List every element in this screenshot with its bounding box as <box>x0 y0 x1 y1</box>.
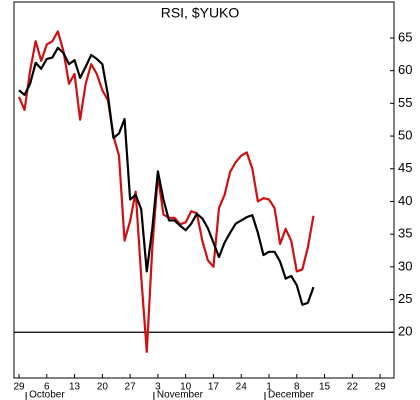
x-tick-label: 20 <box>97 382 109 393</box>
month-label: November <box>157 390 204 400</box>
x-tick-label: 17 <box>208 382 220 393</box>
x-tick-label: 10 <box>180 382 192 393</box>
y-tick-label: 65 <box>398 29 412 44</box>
y-tick-label: 50 <box>398 127 412 142</box>
x-tick-label: 29 <box>375 382 387 393</box>
x-tick-label: 22 <box>347 382 359 393</box>
x-tick-label: 1 <box>266 382 272 393</box>
x-tick-label: 27 <box>125 382 137 393</box>
month-label: October <box>29 390 65 400</box>
y-tick-label: 45 <box>398 160 412 175</box>
series-line <box>17 30 315 353</box>
chart-title: RSI, $YUKO <box>161 5 240 21</box>
plot-frame <box>13 1 395 379</box>
y-tick-label: 35 <box>398 226 412 241</box>
x-tick-label: 13 <box>69 382 81 393</box>
x-tick-label: 3 <box>155 382 161 393</box>
x-tick-label: 29 <box>13 382 25 393</box>
y-tick-label: 20 <box>398 324 412 339</box>
x-tick-label: 24 <box>236 382 248 393</box>
y-tick-label: 25 <box>398 291 412 306</box>
y-tick-label: 40 <box>398 193 412 208</box>
series-line <box>18 46 315 306</box>
x-tick-label: 8 <box>294 382 300 393</box>
x-tick-label: 6 <box>44 382 50 393</box>
y-tick-label: 60 <box>398 62 412 77</box>
y-tick-label: 30 <box>398 258 412 273</box>
month-label: December <box>268 390 315 400</box>
x-tick-label: 15 <box>319 382 331 393</box>
y-tick-label: 55 <box>398 95 412 110</box>
